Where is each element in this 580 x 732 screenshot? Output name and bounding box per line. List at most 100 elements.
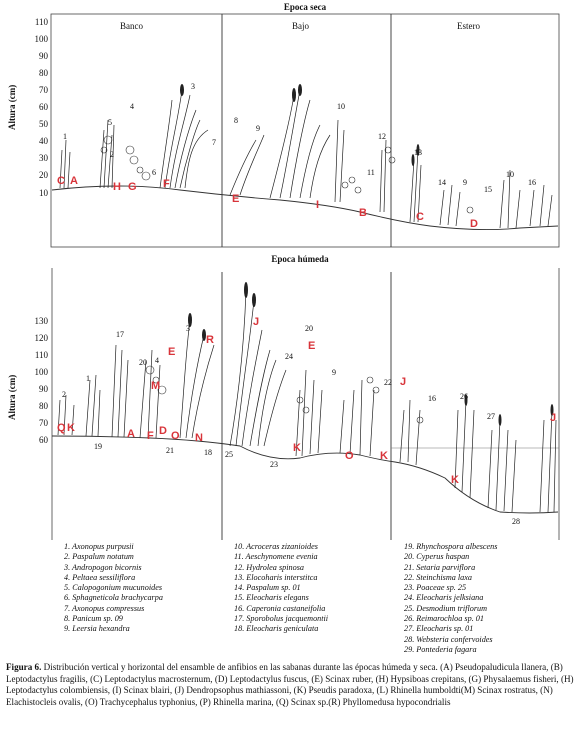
species-legend-col3: 19. Rhynchospora albescens 20. Cyperus h… xyxy=(404,542,497,655)
zone-label-banco: Banco xyxy=(120,21,143,31)
y-tick: 110 xyxy=(34,350,48,360)
frog-letter: C xyxy=(57,175,65,187)
legend-item: 9. Leersia hexandra xyxy=(64,624,130,634)
frog-letter: K xyxy=(451,474,459,486)
plant-number: 4 xyxy=(155,356,159,365)
dry-season-panel: Epoca seca Altura (cm) xyxy=(0,0,580,262)
frog-letter: J xyxy=(253,316,260,328)
frog-letter: E xyxy=(232,193,240,205)
wet-season-drawing xyxy=(51,268,560,540)
figure-caption: Figura 6. Distribución vertical y horizo… xyxy=(6,662,576,708)
plant-number: 14 xyxy=(438,178,446,187)
frog-letter: J xyxy=(400,376,407,388)
legend-item: 17. Sporobolus jacquemontii xyxy=(234,614,329,624)
frog-letter: F xyxy=(147,430,154,442)
frog-letter: M xyxy=(151,380,161,392)
plant-number: 21 xyxy=(166,446,174,455)
legend-item: 6. Sphagneticola brachycarpa xyxy=(64,593,163,603)
legend-item: 5. Calopogonium mucunoides xyxy=(64,583,163,593)
y-tick: 10 xyxy=(39,188,48,198)
plant-number: 28 xyxy=(512,517,520,526)
frog-letter: B xyxy=(359,207,367,219)
y-tick: 90 xyxy=(39,51,48,61)
plant-number: 16 xyxy=(528,178,536,187)
legend-item: 27. Eleocharis sp. 01 xyxy=(404,624,474,634)
species-legend-col1: 1. Axonopus purpusii 2. Paspalum notatum… xyxy=(64,542,163,635)
plant-number: 4 xyxy=(130,102,134,111)
frog-letter: F xyxy=(163,178,170,190)
frog-letter: D xyxy=(470,218,478,230)
legend-item: 10. Acroceras zizanioides xyxy=(234,542,318,551)
y-tick: 20 xyxy=(39,170,48,180)
y-tick: 90 xyxy=(39,384,48,394)
frog-letter: J xyxy=(550,412,557,424)
legend-item: 26. Reimarochloa sp. 01 xyxy=(404,614,484,624)
y-tick: 100 xyxy=(34,34,49,44)
legend-item: 2. Paspalum notatum xyxy=(64,552,134,562)
plant-number: 6 xyxy=(152,168,156,177)
plant-number: 17 xyxy=(116,330,124,339)
legend-item: 15. Eleocharis elegans xyxy=(234,593,309,603)
legend-item: 28. Websteria confervoides xyxy=(404,634,493,644)
wet-season-title: Epoca húmeda xyxy=(271,254,329,264)
y-tick: 110 xyxy=(34,17,48,27)
plant-number: 18 xyxy=(204,448,212,457)
zone-label-estero: Estero xyxy=(457,21,480,31)
legend-item: 12. Hydrolea spinosa xyxy=(234,562,304,572)
plant-number: 23 xyxy=(270,460,278,469)
legend-item: 21. Setaria parviflora xyxy=(404,562,476,572)
legend-item: 8. Panicum sp. 09 xyxy=(64,614,123,624)
frog-letter: K xyxy=(67,422,75,434)
plant-number: 26 xyxy=(460,392,468,401)
plant-number: 20 xyxy=(305,324,313,333)
plant-number: 15 xyxy=(484,185,492,194)
frog-letter: N xyxy=(195,432,203,444)
plant-number: 27 xyxy=(487,412,495,421)
legend-item: 13. Elocoharis interstitca xyxy=(234,572,318,582)
frog-letter: O xyxy=(345,450,354,462)
plant-number: 9 xyxy=(463,178,467,187)
frog-letter: A xyxy=(70,175,78,187)
plant-number: 9 xyxy=(332,368,336,377)
plant-number: 9 xyxy=(256,124,260,133)
frog-letter: H xyxy=(113,181,121,193)
wet-season-panel: Epoca húmeda Altura (cm) xyxy=(0,250,580,540)
frog-letter: O xyxy=(171,430,180,442)
legend-item: 14. Paspalum sp. 01 xyxy=(234,583,301,593)
legend-item: 1. Axonopus purpusii xyxy=(64,542,134,551)
plant-number: 24 xyxy=(285,352,293,361)
y-tick: 60 xyxy=(39,102,48,112)
legend-item: 11. Aeschynomene evenia xyxy=(234,552,318,562)
plant-number: 20 xyxy=(139,358,147,367)
frog-letter: E xyxy=(308,340,316,352)
plant-number: 3 xyxy=(191,82,195,91)
y-tick: 80 xyxy=(39,401,48,411)
y-tick: 60 xyxy=(39,435,48,445)
plant-number: 10 xyxy=(506,170,514,179)
frog-letter: D xyxy=(159,425,167,437)
frog-letter: C xyxy=(416,211,424,223)
legend-item: 22. Steinchisma laxa xyxy=(404,572,472,582)
y-tick: 70 xyxy=(39,85,48,95)
plant-number: 3 xyxy=(186,324,190,333)
legend-item: 3. Andropogon bicornis xyxy=(64,562,142,572)
plant-number: 2 xyxy=(62,390,66,399)
plant-number: 25 xyxy=(225,450,233,459)
legend-item: 18. Eleocharis geniculata xyxy=(234,624,319,634)
frog-letter: I xyxy=(316,199,320,211)
y-tick: 120 xyxy=(34,333,49,343)
legend-item: 29. Pontederia fagara xyxy=(404,644,477,654)
plant-number: 5 xyxy=(108,118,112,127)
frog-letter: A xyxy=(127,428,135,440)
figure-caption-text: Distribución vertical y horizontal del e… xyxy=(6,662,574,707)
legend-item: 19. Rhynchospora albescens xyxy=(404,542,498,551)
legend-item: 16. Caperonia castaneifolia xyxy=(234,603,326,613)
plant-number: 10 xyxy=(337,102,345,111)
figure-label: Figura 6. xyxy=(6,662,42,672)
plant-number: 12 xyxy=(378,132,386,141)
zone-label-bajo: Bajo xyxy=(292,21,309,31)
plant-number: 19 xyxy=(94,442,102,451)
frog-letter: G xyxy=(128,181,137,193)
legend-item: 4. Peltaea sessiliflora xyxy=(64,572,136,582)
plant-number: 7 xyxy=(212,138,216,147)
